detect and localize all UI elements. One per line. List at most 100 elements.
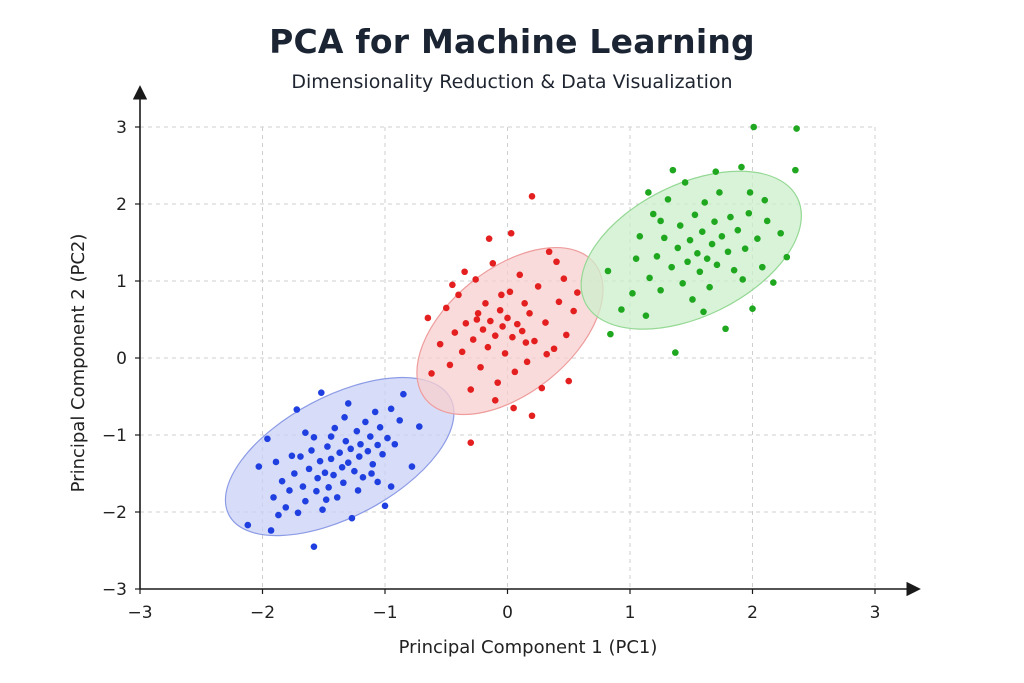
data-point-cluster-3 bbox=[669, 166, 677, 174]
data-point-cluster-2 bbox=[494, 379, 502, 386]
data-point-cluster-3 bbox=[700, 308, 707, 316]
data-point-cluster-3 bbox=[749, 305, 756, 313]
data-point-cluster-2 bbox=[574, 289, 581, 296]
data-point-cluster-2 bbox=[560, 275, 568, 282]
data-point-cluster-1 bbox=[371, 408, 379, 416]
data-point-cluster-2 bbox=[563, 331, 570, 339]
data-point-cluster-2 bbox=[491, 397, 499, 404]
data-point-cluster-1 bbox=[310, 434, 318, 441]
data-point-cluster-2 bbox=[523, 358, 531, 366]
data-point-cluster-1 bbox=[313, 487, 320, 495]
data-point-cluster-1 bbox=[340, 479, 347, 487]
chart-title: PCA for Machine Learning bbox=[269, 22, 755, 61]
data-point-cluster-1 bbox=[374, 441, 381, 449]
data-point-cluster-2 bbox=[528, 193, 536, 200]
data-point-cluster-1 bbox=[275, 511, 282, 519]
data-point-cluster-1 bbox=[353, 427, 361, 435]
data-point-cluster-2 bbox=[534, 283, 542, 290]
data-point-cluster-3 bbox=[734, 226, 742, 234]
y-tick-label: 0 bbox=[116, 349, 127, 369]
data-point-cluster-2 bbox=[428, 370, 435, 377]
data-point-cluster-3 bbox=[689, 296, 696, 303]
data-point-cluster-1 bbox=[327, 455, 335, 463]
data-point-cluster-2 bbox=[514, 320, 521, 328]
data-point-cluster-2 bbox=[436, 340, 444, 348]
data-point-cluster-2 bbox=[545, 248, 553, 256]
data-point-cluster-1 bbox=[322, 496, 330, 503]
data-point-cluster-3 bbox=[783, 253, 791, 261]
data-point-cluster-3 bbox=[632, 255, 640, 262]
data-point-cluster-3 bbox=[645, 189, 652, 196]
data-point-cluster-1 bbox=[302, 497, 309, 505]
data-point-cluster-1 bbox=[330, 471, 337, 479]
y-tick-label: −1 bbox=[102, 426, 127, 446]
data-point-cluster-1 bbox=[416, 423, 423, 430]
data-point-cluster-3 bbox=[691, 211, 699, 219]
data-point-cluster-3 bbox=[684, 258, 691, 266]
data-point-cluster-3 bbox=[664, 196, 672, 203]
data-point-cluster-1 bbox=[347, 445, 355, 453]
data-point-cluster-1 bbox=[362, 418, 369, 426]
data-point-cluster-2 bbox=[469, 336, 477, 343]
data-point-cluster-2 bbox=[516, 271, 524, 279]
data-points bbox=[244, 123, 800, 550]
y-axis-label: Principal Component 2 (PC2) bbox=[68, 234, 89, 493]
data-point-cluster-1 bbox=[318, 389, 325, 396]
data-point-cluster-2 bbox=[451, 329, 459, 336]
data-point-cluster-3 bbox=[668, 263, 675, 271]
data-point-cluster-1 bbox=[244, 521, 252, 529]
data-point-cluster-2 bbox=[526, 310, 533, 317]
data-point-cluster-2 bbox=[506, 288, 514, 296]
data-point-cluster-2 bbox=[479, 326, 487, 333]
data-point-cluster-1 bbox=[333, 494, 341, 501]
data-point-cluster-1 bbox=[376, 424, 384, 431]
data-point-cluster-1 bbox=[354, 487, 362, 494]
y-tick-label: 2 bbox=[116, 195, 127, 215]
data-point-cluster-1 bbox=[291, 470, 298, 477]
data-point-cluster-1 bbox=[408, 463, 416, 470]
data-point-cluster-3 bbox=[698, 228, 706, 236]
y-tick-label: 1 bbox=[116, 272, 127, 292]
data-point-cluster-2 bbox=[477, 363, 484, 371]
data-point-cluster-2 bbox=[461, 268, 468, 276]
data-point-cluster-3 bbox=[679, 280, 686, 287]
data-point-cluster-2 bbox=[528, 412, 536, 420]
data-point-cluster-2 bbox=[555, 298, 563, 306]
data-point-cluster-2 bbox=[501, 350, 509, 357]
data-point-cluster-2 bbox=[446, 361, 454, 369]
data-point-cluster-3 bbox=[686, 236, 694, 244]
y-tick-label: −2 bbox=[102, 503, 127, 523]
data-point-cluster-3 bbox=[676, 222, 684, 229]
data-point-cluster-2 bbox=[498, 291, 505, 299]
data-point-cluster-2 bbox=[485, 235, 493, 242]
data-point-cluster-3 bbox=[653, 253, 661, 260]
data-point-cluster-2 bbox=[489, 259, 497, 267]
data-point-cluster-2 bbox=[511, 368, 519, 376]
data-point-cluster-1 bbox=[294, 509, 302, 517]
chart-subtitle: Dimensionality Reduction & Data Visualiz… bbox=[291, 71, 733, 93]
data-point-cluster-1 bbox=[359, 474, 367, 481]
data-point-cluster-1 bbox=[338, 464, 346, 471]
data-point-cluster-2 bbox=[531, 337, 538, 345]
data-point-cluster-1 bbox=[286, 487, 293, 494]
data-point-cluster-3 bbox=[672, 349, 679, 356]
data-point-cluster-3 bbox=[696, 268, 704, 276]
data-point-cluster-3 bbox=[738, 163, 745, 171]
data-point-cluster-3 bbox=[763, 217, 771, 225]
cluster-ellipse-3 bbox=[580, 170, 802, 330]
data-point-cluster-3 bbox=[706, 283, 713, 291]
data-point-cluster-2 bbox=[496, 306, 504, 314]
data-point-cluster-1 bbox=[321, 469, 329, 477]
data-point-cluster-1 bbox=[342, 437, 350, 445]
data-point-cluster-3 bbox=[618, 306, 625, 313]
data-point-cluster-1 bbox=[364, 447, 372, 455]
data-point-cluster-2 bbox=[442, 304, 450, 312]
data-point-cluster-3 bbox=[724, 248, 732, 256]
data-point-cluster-1 bbox=[325, 484, 332, 491]
data-point-cluster-1 bbox=[297, 453, 304, 460]
x-tick-label: −3 bbox=[127, 603, 152, 623]
data-point-cluster-2 bbox=[543, 350, 550, 358]
data-point-cluster-1 bbox=[384, 434, 391, 442]
data-point-cluster-3 bbox=[759, 263, 766, 271]
